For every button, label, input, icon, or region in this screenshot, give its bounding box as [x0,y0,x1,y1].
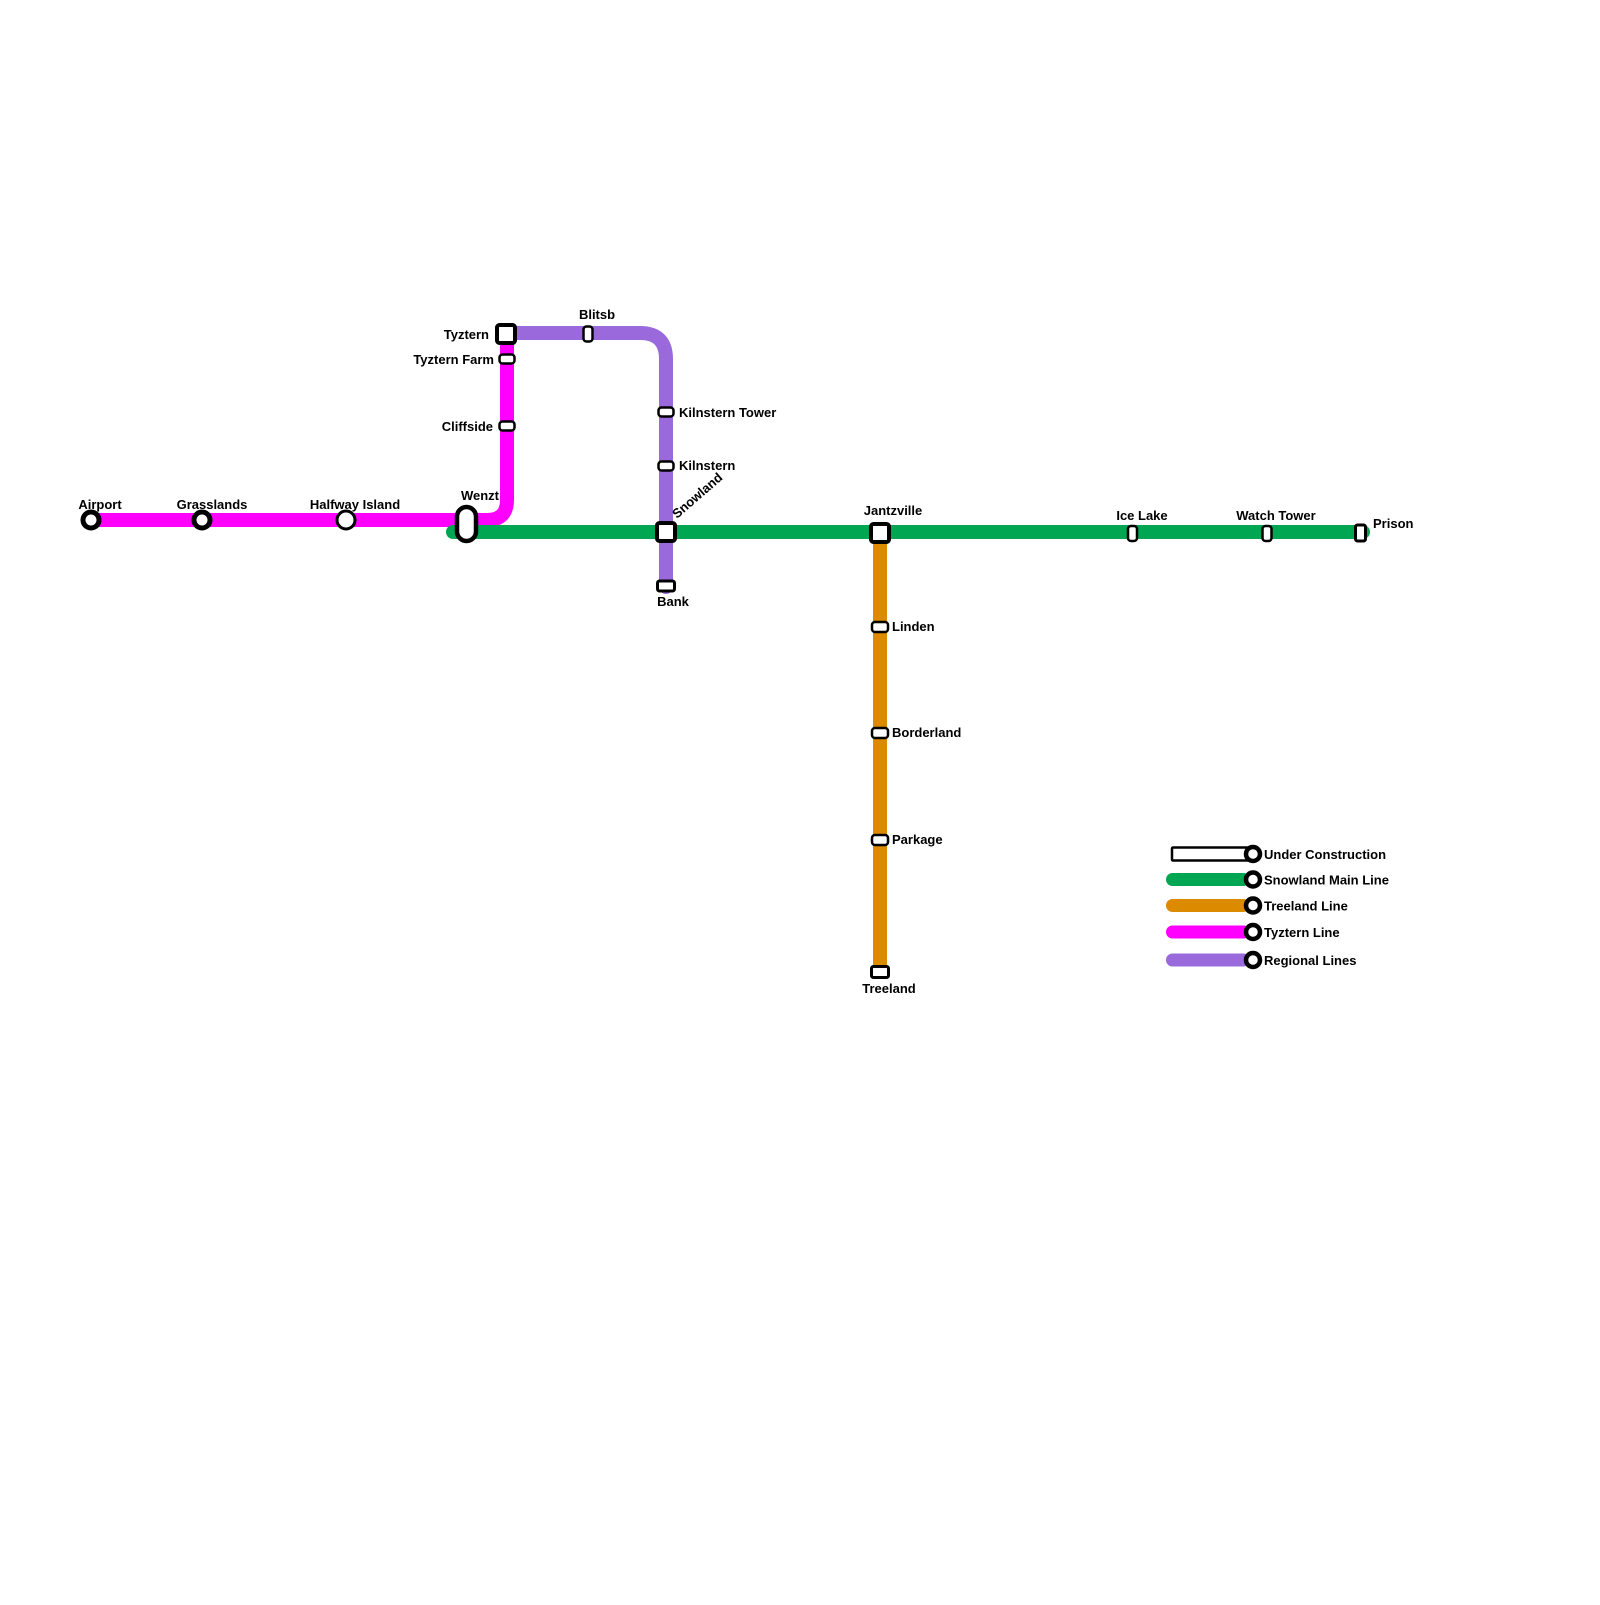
station-marker-watch-tower [1261,524,1273,543]
station-marker-parkage [870,833,890,847]
station-marker-grasslands [191,509,213,531]
station-label-watch-tower: Watch Tower [1236,508,1315,523]
legend-swatch-regional-lines [1166,953,1250,967]
regional-line [499,326,673,594]
station-label-bank: Bank [657,594,690,609]
station-label-airport: Airport [78,497,122,512]
legend-station-icon [1243,870,1263,889]
station-label-blitsb: Blitsb [579,307,615,322]
legend-swatch-treeland-line [1166,899,1250,912]
station-label-tyztern-farm: Tyztern Farm [413,352,494,367]
station-marker-treeland [870,965,890,979]
station-marker-bank [656,579,676,593]
station-labels: Airport Grasslands Halfway Island Wenzt … [78,307,1413,996]
station-marker-kilnstern [657,460,675,472]
station-label-tyztern: Tyztern [444,327,489,342]
station-marker-ice-lake [1126,524,1139,543]
station-label-snowland: Snowland [669,470,725,522]
legend-label-treeland-line: Treeland Line [1264,899,1348,914]
station-label-ice-lake: Ice Lake [1116,508,1167,523]
station-marker-halfway-island [335,509,357,531]
station-marker-jantzville [869,522,891,544]
station-marker-airport [80,509,102,531]
station-label-linden: Linden [892,619,935,634]
legend-label-snowland-main-line: Snowland Main Line [1264,873,1389,888]
station-label-borderland: Borderland [892,725,961,740]
legend-swatch-tyztern-line [1166,925,1250,939]
station-label-parkage: Parkage [892,832,943,847]
station-label-kilnstern: Kilnstern [679,458,735,473]
station-label-prison: Prison [1373,516,1414,531]
station-marker-tyztern-farm [498,353,516,365]
station-label-treeland: Treeland [862,981,916,996]
station-marker-blitsb [582,325,594,343]
station-label-wenzt: Wenzt [461,488,500,503]
station-marker-kilnstern-tower [657,406,675,418]
station-marker-tyztern [495,323,517,345]
legend-station-icon [1243,950,1263,970]
map-lines [84,326,1370,976]
legend-swatch-snowland-main-line [1166,873,1250,886]
station-label-cliffside: Cliffside [442,419,493,434]
legend-swatch-under-construction [1170,846,1252,862]
station-marker-wenzt [454,504,479,544]
legend-label-under-construction: Under Construction [1264,847,1386,862]
tyztern-line [84,327,514,527]
station-marker-linden [870,620,890,634]
station-markers [80,323,1367,979]
station-label-kilnstern-tower: Kilnstern Tower [679,405,776,420]
legend-label-tyztern-line: Tyztern Line [1264,925,1340,940]
legend: Under Construction Snowland Main Line Tr… [1166,844,1389,970]
legend-station-icon [1243,844,1263,864]
legend-station-icon [1243,922,1263,942]
station-marker-snowland [655,521,677,543]
legend-label-regional-lines: Regional Lines [1264,953,1356,968]
legend-station-icon [1243,896,1263,915]
station-marker-prison [1354,523,1367,543]
station-label-grasslands: Grasslands [177,497,248,512]
station-label-halfway-island: Halfway Island [310,497,400,512]
station-marker-cliffside [498,420,516,432]
station-label-jantzville: Jantzville [864,503,923,518]
station-marker-borderland [870,726,890,740]
